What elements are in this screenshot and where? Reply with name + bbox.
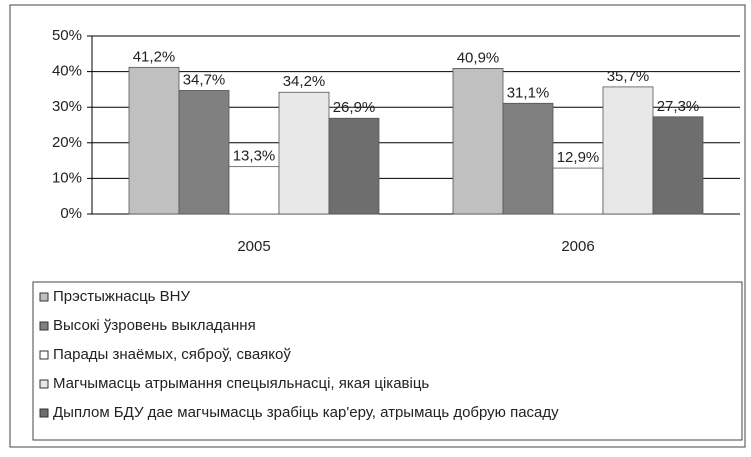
bar: [652, 116, 704, 215]
legend-swatch: [39, 379, 49, 389]
value-label: 40,9%: [457, 49, 500, 66]
bar: [328, 117, 380, 215]
y-tick-label: 40%: [52, 63, 82, 80]
bar: [278, 91, 330, 215]
y-tick-label: 50%: [52, 27, 82, 44]
legend-label: Высокі ўзровень выкладання: [53, 317, 256, 334]
x-tick-label: 2005: [237, 238, 270, 255]
legend-swatch: [39, 350, 49, 360]
x-tick-label: 2006: [561, 238, 594, 255]
y-tick-label: 30%: [52, 98, 82, 115]
value-label: 31,1%: [507, 84, 550, 101]
legend-swatch: [39, 408, 49, 418]
bar: [452, 67, 504, 215]
bar: [178, 90, 230, 215]
value-label: 41,2%: [133, 48, 176, 65]
legend-box: [32, 281, 743, 441]
legend-swatch: [39, 321, 49, 331]
legend-label: Магчымасць атрымання спецыяльнасці, якая…: [53, 375, 429, 392]
legend-label: Дыплом БДУ дае магчымасць зрабіць кар'ер…: [53, 404, 559, 421]
bar: [128, 66, 180, 215]
y-tick-label: 0%: [60, 205, 82, 222]
value-label: 34,7%: [183, 71, 226, 88]
value-label: 27,3%: [657, 98, 700, 115]
y-tick-label: 10%: [52, 169, 82, 186]
value-label: 12,9%: [557, 149, 600, 166]
bar: [502, 102, 554, 215]
bar: [602, 86, 654, 215]
value-label: 26,9%: [333, 99, 376, 116]
value-label: 35,7%: [607, 68, 650, 85]
legend-swatch: [39, 292, 49, 302]
legend-label: Прэстыжнасць ВНУ: [53, 288, 191, 305]
y-tick-label: 20%: [52, 134, 82, 151]
bar: [552, 167, 604, 215]
legend-label: Парады знаёмых, сяброў, сваякоў: [53, 346, 291, 363]
value-label: 13,3%: [233, 148, 276, 165]
bar: [228, 166, 280, 215]
value-label: 34,2%: [283, 73, 326, 90]
